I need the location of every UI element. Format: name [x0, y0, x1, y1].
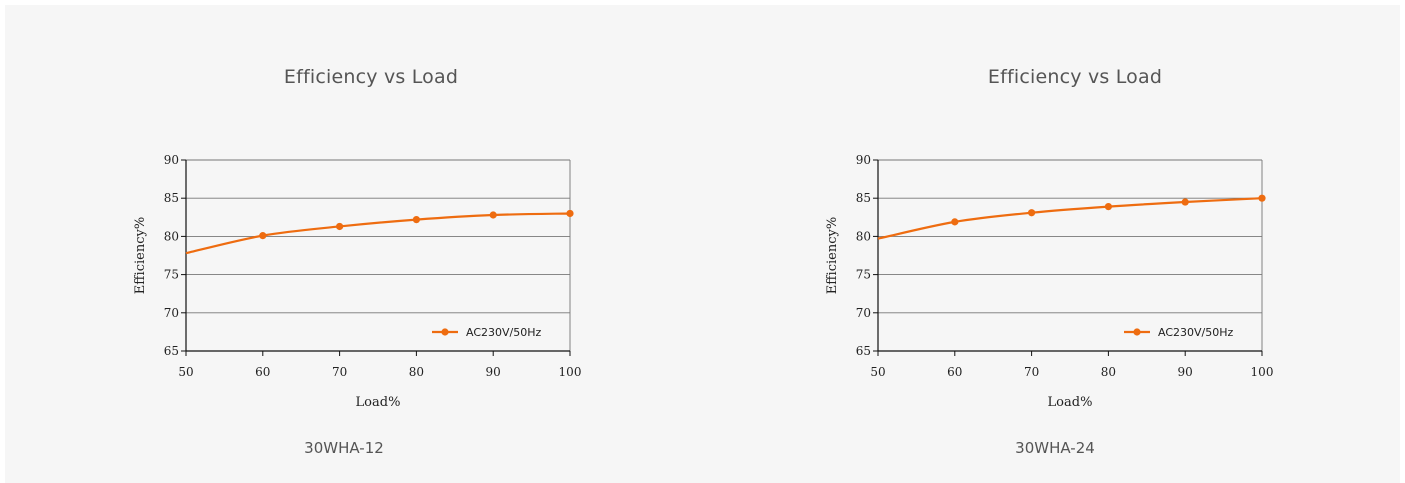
- y-tick-label: 65: [856, 344, 871, 358]
- data-point: [1028, 209, 1036, 217]
- efficiency-chart-2: 65 70 75 80 85 90 50 60 70 80 90 100 Load% Efficiency…: [825, 153, 1274, 410]
- data-point: [1181, 198, 1189, 206]
- legend-label: AC230V/50Hz: [466, 326, 542, 339]
- x-tick-label: 70: [332, 365, 347, 379]
- x-tick-label: 100: [1251, 365, 1274, 379]
- x-tick-label: 90: [486, 365, 501, 379]
- x-tick-label: 50: [870, 365, 885, 379]
- data-point: [1258, 194, 1266, 202]
- x-tick-label: 80: [1101, 365, 1116, 379]
- x-tick-label: 80: [409, 365, 424, 379]
- y-tick-label: 70: [856, 306, 871, 320]
- x-tick-label: 90: [1178, 365, 1193, 379]
- y-tick-label: 85: [164, 191, 179, 205]
- y-tick-label: 75: [164, 268, 179, 282]
- x-tick-label: 60: [255, 365, 270, 379]
- charts-panel: [5, 5, 1400, 483]
- y-tick-label: 75: [856, 268, 871, 282]
- y-axis-label: Efficiency%: [825, 217, 840, 294]
- x-tick-label: 100: [559, 365, 582, 379]
- x-tick-label: 70: [1024, 365, 1039, 379]
- chart-caption-1: 30WHA-12: [304, 439, 384, 457]
- legend-label: AC230V/50Hz: [1158, 326, 1234, 339]
- x-axis-label: Load%: [356, 395, 401, 410]
- series-line: [185, 212, 571, 255]
- data-point: [566, 209, 574, 218]
- data-point: [951, 218, 959, 226]
- y-tick-label: 90: [856, 153, 871, 167]
- y-tick-label: 85: [856, 191, 871, 205]
- efficiency-chart-1: 65 70 75 80 85 90 50 60 70 80 90 100 Load% Efficiency…: [133, 153, 582, 410]
- chart-title-1: Efficiency vs Load: [283, 66, 459, 88]
- legend-marker: [441, 328, 449, 336]
- legend-marker: [1133, 328, 1141, 336]
- data-point: [489, 211, 497, 219]
- x-axis-label: Load%: [1048, 395, 1093, 410]
- x-tick-label: 50: [178, 365, 193, 379]
- y-tick-label: 80: [164, 229, 179, 243]
- y-tick-label: 70: [164, 306, 179, 320]
- data-point: [259, 232, 267, 240]
- y-tick-label: 80: [856, 229, 871, 243]
- data-point: [336, 222, 344, 231]
- chart-title-2: Efficiency vs Load: [987, 66, 1163, 88]
- data-point: [1104, 203, 1112, 211]
- y-tick-label: 65: [164, 344, 179, 358]
- data-point: [412, 215, 420, 224]
- series-line: [877, 197, 1263, 240]
- x-tick-label: 60: [947, 365, 962, 379]
- chart-caption-2: 30WHA-24: [1015, 439, 1095, 457]
- y-axis-label: Efficiency%: [133, 217, 148, 294]
- y-tick-label: 90: [164, 153, 179, 167]
